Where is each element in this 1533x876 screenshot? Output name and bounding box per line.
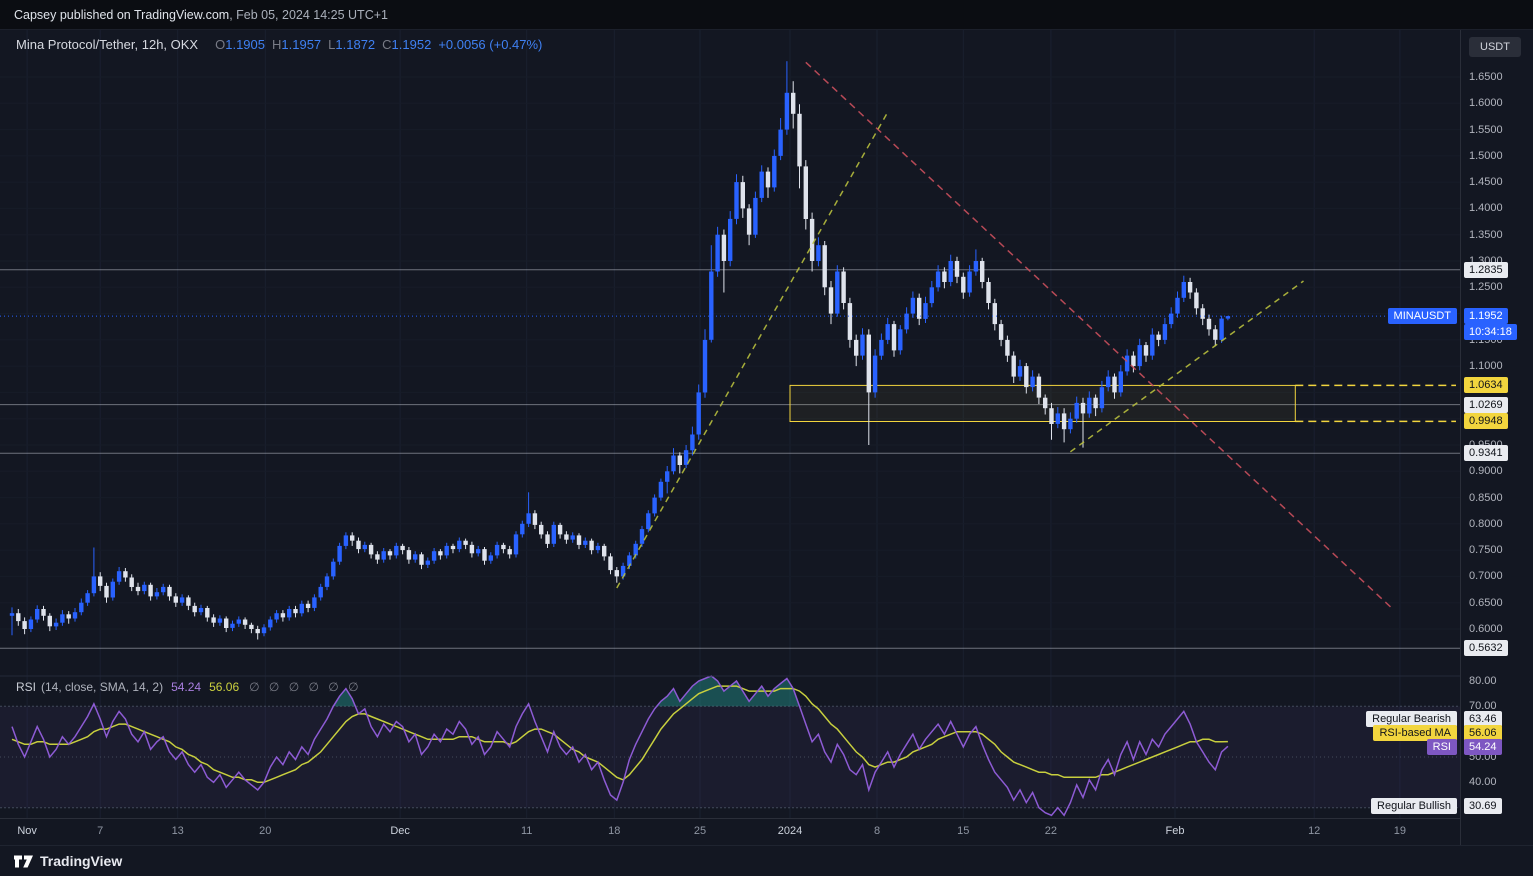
rsi-title[interactable]: RSI — [16, 680, 37, 694]
open-label: O — [215, 37, 226, 52]
rsi-ma-line — [11, 685, 1228, 784]
high-label: H — [272, 37, 282, 52]
rsi-hidden-toggles: ∅ ∅ ∅ ∅ ∅ ∅ — [249, 680, 362, 694]
rsi-value: 54.24 — [171, 680, 202, 694]
time-axis[interactable]: Nov 7 13 20 Dec 11 18 25 2024 8 15 22 Feb 12 19 — [0, 818, 1460, 845]
plot-tag-rsi-based-ma: RSI-based MA — [1373, 724, 1457, 741]
rsi-value-label: 63.46 — [1464, 710, 1502, 727]
time-axis-label: 7 — [97, 825, 104, 837]
price-level-label: 1.1952 — [1464, 308, 1508, 325]
price-tick-label: 1.6000 — [1469, 97, 1503, 110]
time-axis-label: 12 — [1308, 825, 1321, 837]
price-tick-label: 1.1000 — [1469, 360, 1503, 373]
grid-layer — [0, 30, 1460, 818]
price-tick-label: 1.4000 — [1469, 202, 1503, 215]
rsi-value-label: 56.06 — [1464, 724, 1502, 741]
price-tick-label: 0.6500 — [1469, 596, 1503, 609]
price-tick-label: 0.8500 — [1469, 491, 1503, 504]
time-axis-label: Feb — [1165, 825, 1185, 837]
time-axis-label: 25 — [693, 825, 707, 837]
price-level-label: 0.9341 — [1464, 445, 1508, 462]
close-value: 1.1952 — [391, 37, 432, 52]
time-axis-label: 13 — [171, 825, 184, 837]
time-axis-label: 20 — [259, 825, 272, 837]
rsi-value-label: 30.69 — [1464, 797, 1502, 814]
price-axis[interactable]: USDT 1.6500 1.6000 1.5500 1.5000 1.4500 1.400… — [1460, 30, 1533, 845]
rsi-value-label: 54.24 — [1464, 739, 1502, 756]
publish-date: , Feb 05, 2024 14:25 UTC+1 — [229, 8, 388, 22]
price-level-label: 0.5632 — [1464, 640, 1508, 657]
price-tick-label: 1.5000 — [1469, 149, 1503, 162]
time-axis-label: Dec — [390, 825, 410, 837]
rsi-tick-label: 70.00 — [1469, 700, 1497, 713]
countdown-label: 10:34:18 — [1464, 324, 1517, 341]
rsi-line — [11, 675, 1229, 817]
price-tick-label: 1.5500 — [1469, 123, 1503, 136]
tradingview-logo[interactable] — [14, 853, 34, 875]
price-tick-label: 0.8000 — [1469, 517, 1503, 530]
rsi-ma-value: 56.06 — [209, 680, 240, 694]
horizontal-levels-layer — [0, 269, 1460, 649]
symbol-legend[interactable]: Mina Protocol/Tether, 12h, OKX O1.1905 H1.… — [16, 37, 542, 52]
price-level-label: 1.0634 — [1464, 377, 1508, 394]
currency-toggle-button[interactable]: USDT — [1469, 37, 1521, 57]
high-value: 1.1957 — [281, 37, 322, 52]
change-value: +0.0056 (+0.47%) — [438, 37, 543, 52]
low-label: L — [328, 37, 336, 52]
price-tick-label: 0.9000 — [1469, 465, 1503, 478]
price-tick-label: 1.4500 — [1469, 176, 1503, 189]
tradingview-wordmark[interactable]: TradingView — [40, 853, 123, 869]
rsi-tick-label: 80.00 — [1469, 675, 1497, 687]
price-tick-label: 0.7000 — [1469, 570, 1503, 583]
plot-tag-regular-bearish: Regular Bearish — [1366, 710, 1457, 727]
rsi-params: (14, close, SMA, 14, 2) — [41, 680, 164, 694]
publish-bar: Capsey published on TradingView.com, Feb… — [0, 0, 1533, 30]
price-level-label: 0.9948 — [1464, 413, 1508, 430]
publish-author: Capsey published on TradingView.com — [14, 8, 230, 22]
time-axis-label: 15 — [957, 825, 970, 837]
price-tick-label: 1.3500 — [1469, 228, 1503, 241]
time-axis-label: 22 — [1044, 825, 1058, 837]
chart-canvas[interactable] — [0, 0, 1460, 845]
time-axis-label: 11 — [520, 825, 533, 837]
time-axis-label: 18 — [608, 825, 621, 837]
price-level-label: 1.2835 — [1464, 261, 1508, 278]
trendlines-layer[interactable] — [616, 61, 1393, 609]
plot-tag-rsi: RSI — [1426, 739, 1457, 756]
candles-layer — [9, 61, 1231, 640]
plot-tag-regular-bullish: Regular Bullish — [1371, 797, 1457, 814]
time-axis-label: Nov — [17, 825, 37, 837]
plot-tag-minausdt: MINAUSDT — [1387, 308, 1457, 325]
rsi-layer — [11, 675, 1229, 817]
time-axis-label: 19 — [1393, 825, 1407, 837]
open-value: 1.1905 — [225, 37, 265, 52]
rsi-tick-label: 40.00 — [1469, 776, 1497, 789]
price-tick-label: 1.2500 — [1469, 281, 1503, 294]
symbol-title[interactable]: Mina Protocol/Tether, 12h, OKX — [16, 37, 199, 52]
bottom-bar: TradingView — [0, 845, 1533, 876]
low-value: 1.1872 — [335, 37, 376, 52]
time-axis-label: 2024 — [777, 825, 803, 837]
price-tick-label: 1.6500 — [1469, 71, 1503, 83]
price-tick-label: 0.7500 — [1469, 544, 1503, 557]
price-level-label: 1.0269 — [1464, 396, 1508, 413]
rsi-legend[interactable]: RSI (14, close, SMA, 14, 2) 54.24 56.06 ∅ ∅ … — [16, 680, 362, 694]
price-tick-label: 0.6000 — [1469, 622, 1503, 635]
time-axis-label: 8 — [873, 825, 881, 837]
close-label: C — [382, 37, 392, 52]
